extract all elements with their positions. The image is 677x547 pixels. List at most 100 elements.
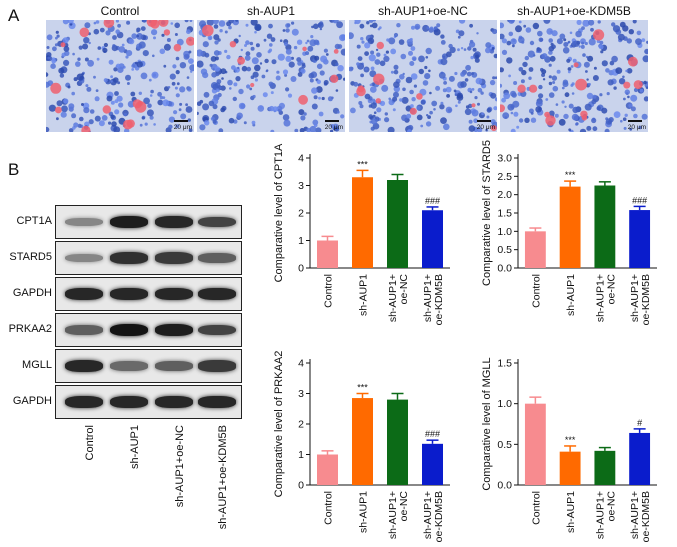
y-tick-label: 2.5 [497, 171, 512, 183]
x-tick-label: oe-NC [605, 491, 617, 522]
blot-band [155, 252, 193, 264]
x-tick-label-group: Control [530, 491, 542, 525]
x-tick-label-group: sh-AUP1 [565, 274, 577, 316]
x-tick-label: sh-AUP1 [358, 491, 370, 533]
significance-label: ### [632, 195, 647, 205]
scale-bar [325, 120, 339, 122]
x-tick-label-group: sh-AUP1+ oe-NC [594, 274, 617, 323]
x-tick-label-group: sh-AUP1+ oe-KDM5B [422, 491, 445, 542]
blot-band [155, 361, 193, 371]
blot-strip [55, 349, 242, 383]
y-tick-label: 0.5 [497, 439, 512, 451]
y-tick-label: 3 [298, 180, 304, 192]
bar [629, 210, 651, 268]
x-tick-label: sh-AUP1+ [629, 491, 641, 539]
panel-label-b: B [8, 160, 20, 179]
blot-row-label: MGLL [22, 359, 52, 371]
y-tick-label: 2.0 [497, 189, 512, 201]
significance-label: ### [425, 196, 440, 206]
x-tick-label-group: sh-AUP1 [358, 491, 370, 533]
x-tick-label: sh-AUP1+ [629, 274, 641, 322]
x-tick-label: sh-AUP1 [358, 274, 370, 316]
x-tick-label: Control [323, 491, 335, 525]
y-tick-label: 1 [298, 235, 304, 247]
bar [317, 454, 338, 485]
bar [524, 403, 546, 485]
blot-band [65, 396, 103, 408]
x-tick-label-group: sh-AUP1+ oe-KDM5B [422, 274, 445, 325]
x-tick-label: oe-NC [398, 491, 410, 522]
bar [352, 398, 373, 485]
blot-band [65, 360, 103, 372]
x-tick-label: Control [530, 491, 542, 525]
blot-band [110, 215, 148, 229]
blot-strip [55, 385, 242, 419]
micrograph-image: 20 μm [349, 20, 497, 132]
bar [594, 185, 616, 268]
blot-band [198, 396, 236, 408]
x-tick-label: sh-AUP1 [565, 491, 577, 533]
chart-stard5: 0.0 0.5 1.0 1.5 2.0 2.5 3.0 Comparative level o… [481, 140, 657, 325]
y-tick-label: 1.0 [497, 226, 512, 238]
x-tick-label-group: sh-AUP1+ oe-KDM5B [629, 491, 652, 542]
scale-label: 20 μm [627, 124, 646, 131]
x-tick-label: oe-KDM5B [433, 274, 445, 325]
bar [559, 186, 581, 268]
blot-row-label: STARD5 [9, 251, 52, 263]
y-tick-label: 1.0 [497, 398, 512, 410]
x-tick-label: Control [530, 274, 542, 308]
blot-band [110, 252, 148, 264]
x-tick-label: oe-KDM5B [640, 274, 652, 325]
x-tick-label: sh-AUP1+ [422, 274, 434, 322]
x-tick-label: oe-NC [398, 274, 410, 305]
blot-band [198, 288, 236, 300]
bar [559, 451, 581, 485]
bar [594, 450, 616, 485]
blot-band [65, 253, 103, 263]
y-tick-label: 0.0 [497, 263, 512, 275]
y-tick-label: 0.0 [497, 480, 512, 492]
blot-strip [55, 205, 242, 239]
y-tick-label: 4 [298, 358, 304, 370]
blot-band [110, 323, 148, 337]
y-tick-label: 0 [298, 480, 304, 492]
bar [629, 432, 651, 485]
micrograph-title: Control [100, 4, 140, 18]
y-axis-label: Comparative level of STARD5 [481, 140, 493, 286]
y-tick-label: 3 [298, 388, 304, 400]
blot-band [65, 217, 103, 227]
x-tick-label-group: Control [323, 274, 335, 308]
y-tick-label: 3.0 [497, 153, 512, 165]
x-tick-label: oe-KDM5B [640, 491, 652, 542]
bar [317, 240, 338, 268]
y-tick-label: 2 [298, 419, 304, 431]
x-tick-label: sh-AUP1+ [387, 274, 399, 322]
blot-band [198, 253, 236, 263]
blot-row-label: GAPDH [12, 287, 52, 299]
significance-label: *** [357, 383, 368, 393]
blot-band [65, 325, 103, 335]
x-tick-label-group: Control [530, 274, 542, 308]
x-tick-label: sh-AUP1+ [422, 491, 434, 539]
x-tick-label: sh-AUP1+ [594, 274, 606, 322]
blot-strip [55, 241, 242, 275]
scale-bar [477, 120, 491, 122]
micrograph-image: 20 μm [500, 20, 648, 132]
bar [387, 399, 408, 485]
micrograph-title: sh-AUP1 [246, 4, 296, 18]
y-axis-label: Comparative level of MGLL [481, 357, 493, 490]
significance-label: # [637, 418, 642, 428]
blot-lane-label: sh-AUP1+oe-NC [174, 425, 186, 508]
blot-band [155, 396, 193, 408]
blot-lane-label: Control [84, 425, 96, 461]
y-tick-label: 4 [298, 153, 304, 165]
blot-band [155, 323, 193, 337]
micrograph-image: 20 μm [46, 20, 194, 132]
x-tick-label: oe-KDM5B [433, 491, 445, 542]
blot-band [155, 288, 193, 300]
blot-lane-label: sh-AUP1 [129, 425, 141, 470]
chart-mgll: 0.0 0.5 1.0 1.5 Comparative level of MGLL Con… [481, 357, 657, 542]
scale-label: 20 μm [476, 124, 495, 131]
y-tick-label: 1.5 [497, 358, 512, 370]
x-tick-label: sh-AUP1+ [594, 491, 606, 539]
